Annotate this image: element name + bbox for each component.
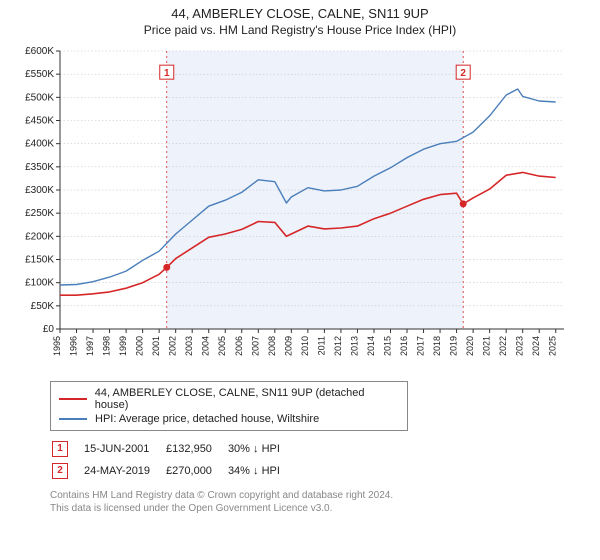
svg-text:2019: 2019 bbox=[449, 336, 459, 356]
svg-text:2004: 2004 bbox=[201, 336, 211, 356]
svg-text:1: 1 bbox=[164, 68, 170, 79]
svg-text:£550K: £550K bbox=[25, 69, 54, 80]
svg-text:£50K: £50K bbox=[31, 301, 55, 312]
table-row: 2 24-MAY-2019 £270,000 34% ↓ HPI bbox=[52, 461, 294, 481]
svg-text:1998: 1998 bbox=[102, 336, 112, 356]
sale-price: £132,950 bbox=[166, 439, 226, 459]
table-row: 1 15-JUN-2001 £132,950 30% ↓ HPI bbox=[52, 439, 294, 459]
svg-text:2010: 2010 bbox=[300, 336, 310, 356]
footnote-line: Contains HM Land Registry data © Crown c… bbox=[50, 489, 586, 502]
svg-text:£300K: £300K bbox=[25, 185, 54, 196]
sale-marker-icon: 1 bbox=[52, 441, 68, 457]
svg-text:2016: 2016 bbox=[399, 336, 409, 356]
svg-text:2011: 2011 bbox=[316, 336, 326, 355]
legend-label: 44, AMBERLEY CLOSE, CALNE, SN11 9UP (det… bbox=[95, 387, 399, 411]
svg-text:2009: 2009 bbox=[283, 336, 293, 356]
legend: 44, AMBERLEY CLOSE, CALNE, SN11 9UP (det… bbox=[50, 381, 408, 431]
svg-text:£0: £0 bbox=[43, 324, 55, 335]
sale-marker-icon: 2 bbox=[52, 463, 68, 479]
svg-text:2001: 2001 bbox=[151, 336, 161, 356]
svg-text:2003: 2003 bbox=[184, 336, 194, 356]
svg-text:£500K: £500K bbox=[25, 92, 54, 103]
sale-date: 15-JUN-2001 bbox=[84, 439, 164, 459]
svg-text:2014: 2014 bbox=[366, 336, 376, 356]
svg-text:2002: 2002 bbox=[168, 336, 178, 356]
footnote: Contains HM Land Registry data © Crown c… bbox=[50, 489, 586, 515]
sale-date: 24-MAY-2019 bbox=[84, 461, 164, 481]
svg-text:1995: 1995 bbox=[52, 336, 62, 356]
svg-text:1999: 1999 bbox=[118, 336, 128, 356]
svg-text:2006: 2006 bbox=[234, 336, 244, 356]
footnote-line: This data is licensed under the Open Gov… bbox=[50, 502, 586, 515]
svg-text:2022: 2022 bbox=[498, 336, 508, 356]
svg-text:£150K: £150K bbox=[25, 255, 54, 266]
svg-text:2023: 2023 bbox=[515, 336, 525, 356]
svg-text:£600K: £600K bbox=[25, 46, 54, 57]
svg-text:£250K: £250K bbox=[25, 208, 54, 219]
sales-table: 1 15-JUN-2001 £132,950 30% ↓ HPI 2 24-MA… bbox=[50, 437, 296, 483]
svg-text:1996: 1996 bbox=[69, 336, 79, 356]
svg-text:2000: 2000 bbox=[135, 336, 145, 356]
legend-swatch bbox=[59, 418, 87, 420]
chart-title-2: Price paid vs. HM Land Registry's House … bbox=[12, 23, 588, 37]
svg-text:£400K: £400K bbox=[25, 139, 54, 150]
svg-text:£100K: £100K bbox=[25, 278, 54, 289]
svg-text:2024: 2024 bbox=[531, 336, 541, 356]
svg-text:2020: 2020 bbox=[465, 336, 475, 356]
svg-text:2008: 2008 bbox=[267, 336, 277, 356]
svg-text:£350K: £350K bbox=[25, 162, 54, 173]
svg-text:2017: 2017 bbox=[416, 336, 426, 356]
chart-title-1: 44, AMBERLEY CLOSE, CALNE, SN11 9UP bbox=[12, 6, 588, 21]
svg-text:£200K: £200K bbox=[25, 231, 54, 242]
sale-pct: 30% ↓ HPI bbox=[228, 439, 294, 459]
sale-pct: 34% ↓ HPI bbox=[228, 461, 294, 481]
svg-text:2: 2 bbox=[460, 68, 466, 79]
svg-text:2007: 2007 bbox=[250, 336, 260, 356]
legend-row: 44, AMBERLEY CLOSE, CALNE, SN11 9UP (det… bbox=[59, 386, 399, 412]
legend-row: HPI: Average price, detached house, Wilt… bbox=[59, 412, 399, 426]
svg-text:2005: 2005 bbox=[217, 336, 227, 356]
svg-text:2025: 2025 bbox=[548, 336, 558, 356]
sale-price: £270,000 bbox=[166, 461, 226, 481]
svg-text:2021: 2021 bbox=[482, 336, 492, 356]
svg-text:1997: 1997 bbox=[85, 336, 95, 356]
line-chart: £0 £50K £100K £150K £200K £250K £300K £350K £400… bbox=[12, 43, 588, 373]
svg-text:2015: 2015 bbox=[382, 336, 392, 356]
svg-text:£450K: £450K bbox=[25, 116, 54, 127]
svg-text:2012: 2012 bbox=[333, 336, 343, 356]
legend-label: HPI: Average price, detached house, Wilt… bbox=[95, 413, 319, 425]
svg-text:2013: 2013 bbox=[349, 336, 359, 356]
legend-swatch bbox=[59, 398, 87, 400]
svg-text:2018: 2018 bbox=[432, 336, 442, 356]
